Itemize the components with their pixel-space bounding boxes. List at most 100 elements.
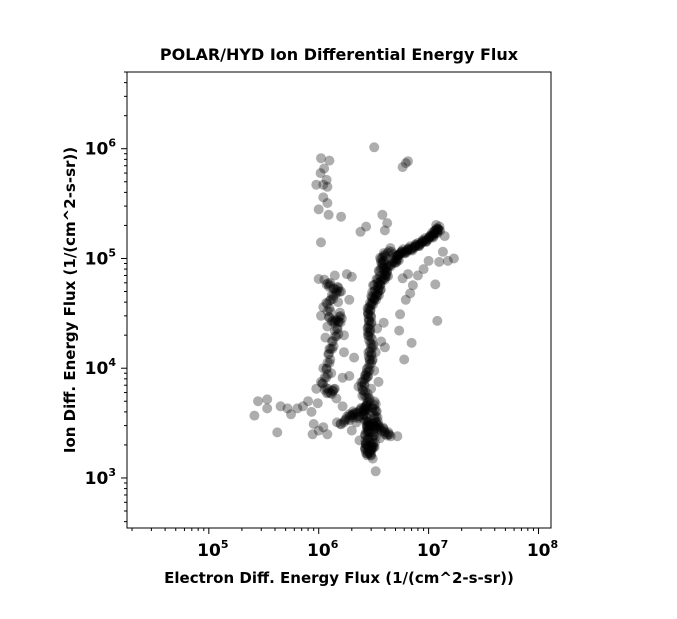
data-point (312, 398, 323, 409)
data-point (346, 271, 357, 282)
data-point (385, 243, 396, 254)
data-point (371, 406, 382, 417)
data-point (366, 420, 377, 431)
data-point (397, 246, 407, 257)
data-point (378, 248, 389, 259)
data-point (351, 407, 362, 418)
data-point (362, 371, 373, 382)
data-point (384, 260, 395, 271)
data-point (360, 429, 370, 440)
data-point (366, 292, 377, 303)
data-point (424, 232, 435, 243)
data-point (369, 410, 380, 421)
data-point (374, 433, 385, 444)
data-point (375, 279, 386, 290)
data-point (358, 403, 369, 414)
data-point (366, 358, 377, 369)
data-point (365, 427, 376, 438)
data-point (395, 309, 406, 320)
data-point (330, 316, 341, 326)
data-point (321, 372, 332, 383)
data-point (334, 311, 345, 322)
data-point (319, 274, 330, 285)
data-point (410, 239, 421, 250)
data-point (366, 383, 377, 394)
data-point (371, 288, 381, 299)
data-point (373, 420, 384, 431)
data-point (417, 237, 428, 248)
data-point (420, 233, 431, 244)
data-point (360, 370, 370, 381)
data-point (321, 174, 332, 185)
data-point (379, 255, 389, 266)
data-point (379, 262, 390, 272)
data-point (423, 255, 434, 266)
data-point (364, 327, 375, 338)
data-point (272, 427, 283, 438)
data-point (360, 444, 371, 455)
data-point (326, 368, 337, 379)
data-point (392, 251, 403, 261)
data-point (358, 409, 369, 420)
data-point (328, 341, 339, 352)
data-point (362, 303, 373, 314)
data-point (321, 363, 332, 374)
data-point (377, 262, 388, 273)
data-point (362, 420, 373, 431)
data-point (363, 351, 374, 362)
data-point (397, 162, 408, 173)
data-point (379, 225, 390, 236)
data-point (360, 438, 371, 449)
data-point (368, 431, 379, 442)
data-point (377, 252, 388, 263)
data-point (355, 404, 366, 415)
data-point (328, 386, 338, 396)
data-point (328, 315, 338, 326)
data-point (368, 340, 379, 350)
data-point (322, 388, 332, 399)
data-point (366, 444, 377, 455)
data-point (371, 422, 382, 433)
data-point (367, 432, 378, 443)
data-point (319, 372, 330, 383)
data-point (434, 224, 444, 235)
data-point (383, 246, 394, 257)
data-point (432, 226, 443, 237)
data-point (427, 228, 438, 239)
data-point (373, 376, 384, 387)
data-point (433, 223, 444, 234)
data-point (366, 443, 377, 454)
data-point (370, 466, 381, 477)
data-point (369, 396, 380, 407)
data-point (367, 438, 378, 449)
data-point (384, 429, 395, 440)
data-point (431, 223, 442, 234)
data-point (372, 277, 383, 288)
data-point (417, 236, 428, 247)
data-point (437, 246, 448, 257)
data-point (383, 429, 394, 440)
data-point (363, 322, 374, 333)
data-point (366, 311, 377, 322)
data-point (369, 421, 380, 432)
data-point (352, 408, 363, 419)
data-point (366, 440, 377, 451)
data-point (360, 439, 371, 450)
data-point (331, 393, 342, 404)
data-point (426, 231, 437, 242)
data-point (363, 347, 374, 358)
data-point (313, 425, 324, 436)
data-point (364, 354, 375, 365)
x-tick-label: 105 (197, 538, 228, 561)
data-point (332, 417, 342, 428)
data-point (364, 420, 375, 431)
data-point (326, 289, 337, 300)
data-point (366, 402, 377, 413)
data-point (387, 255, 398, 266)
data-point (392, 431, 403, 442)
data-point (373, 286, 384, 297)
data-point (369, 279, 380, 290)
data-point (427, 227, 437, 238)
data-point (362, 448, 373, 459)
data-point (345, 411, 356, 421)
